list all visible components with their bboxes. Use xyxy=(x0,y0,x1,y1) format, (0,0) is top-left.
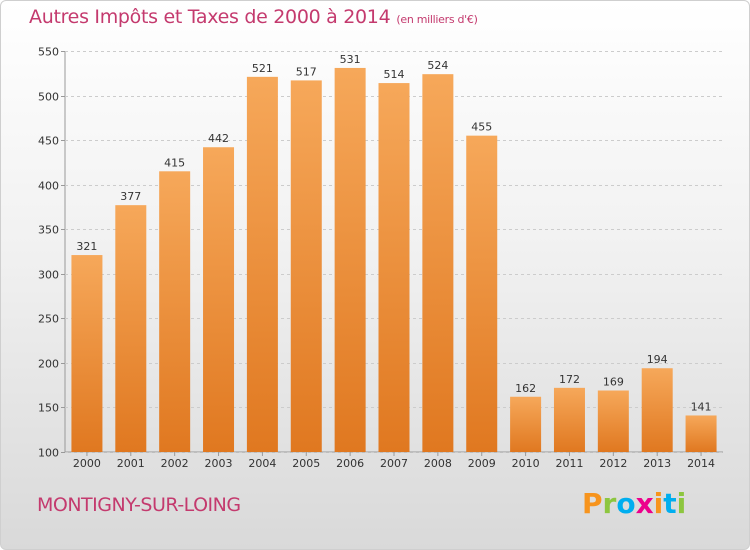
data-label-2009: 455 xyxy=(471,121,492,134)
data-label-2004: 521 xyxy=(252,62,273,75)
data-label-2008: 524 xyxy=(427,59,448,72)
x-tick-label: 2009 xyxy=(468,457,496,470)
x-tick-label: 2007 xyxy=(380,457,408,470)
y-tick-label: 100 xyxy=(38,447,59,460)
y-tick-label: 500 xyxy=(38,91,59,104)
y-tick-label: 200 xyxy=(38,358,59,371)
x-tick-label: 2008 xyxy=(424,457,452,470)
bar-2012 xyxy=(597,390,629,452)
x-tick-label: 2014 xyxy=(687,457,715,470)
bar-2013 xyxy=(641,368,673,452)
logo-letter: r xyxy=(602,487,617,520)
x-tick-label: 2003 xyxy=(205,457,233,470)
bar-2000 xyxy=(71,255,103,452)
bar-2003 xyxy=(203,147,235,453)
y-tick-label: 550 xyxy=(38,46,59,59)
bar-2007 xyxy=(378,83,410,452)
data-label-2003: 442 xyxy=(208,132,229,145)
x-tick-label: 2000 xyxy=(73,457,101,470)
logo-letter: x xyxy=(635,487,654,520)
logo-letter: o xyxy=(616,487,636,520)
logo-letter: i xyxy=(653,487,664,520)
y-tick-label: 350 xyxy=(38,224,59,237)
y-tick-label: 300 xyxy=(38,269,59,282)
bar-2014 xyxy=(685,415,717,452)
x-tick-label: 2005 xyxy=(292,457,320,470)
x-tick-label: 2012 xyxy=(599,457,627,470)
bar-2011 xyxy=(553,387,585,452)
logo-letter: P xyxy=(582,487,603,520)
logo-letter: i xyxy=(676,487,687,520)
data-label-2005: 517 xyxy=(296,65,317,78)
x-tick-label: 2013 xyxy=(643,457,671,470)
x-tick-label: 2011 xyxy=(555,457,583,470)
data-label-2010: 162 xyxy=(515,382,536,395)
town-name: MONTIGNY-SUR-LOING xyxy=(37,494,241,516)
data-label-2002: 415 xyxy=(164,156,185,169)
bar-2005 xyxy=(290,80,322,452)
data-label-2001: 377 xyxy=(120,190,141,203)
y-tick-label: 250 xyxy=(38,313,59,326)
chart-unit: (en milliers d'€) xyxy=(396,13,478,26)
bar-2004 xyxy=(246,76,278,452)
x-tick-label: 2006 xyxy=(336,457,364,470)
x-tick-label: 2004 xyxy=(248,457,276,470)
y-tick-label: 400 xyxy=(38,180,59,193)
data-label-2014: 141 xyxy=(691,400,712,413)
bar-2001 xyxy=(115,205,147,452)
chart-title: Autres Impôts et Taxes de 2000 à 2014 (en… xyxy=(29,6,478,28)
proxiti-logo: Proxiti xyxy=(582,487,686,520)
data-label-2011: 172 xyxy=(559,373,580,386)
y-tick-label: 450 xyxy=(38,135,59,148)
y-tick-label: 150 xyxy=(38,402,59,415)
bar-2008 xyxy=(422,74,454,453)
x-tick-label: 2002 xyxy=(161,457,189,470)
chart-title-text: Autres Impôts et Taxes de 2000 à 2014 xyxy=(29,6,391,28)
bar-2010 xyxy=(510,396,542,452)
x-tick-label: 2001 xyxy=(117,457,145,470)
data-label-2012: 169 xyxy=(603,376,624,389)
data-label-2000: 321 xyxy=(76,240,97,253)
logo-letter: t xyxy=(663,487,677,520)
data-label-2013: 194 xyxy=(647,353,668,366)
bar-2002 xyxy=(159,171,191,453)
data-label-2007: 514 xyxy=(384,68,405,81)
bar-2009 xyxy=(466,135,498,452)
bar-2006 xyxy=(334,67,366,452)
data-label-2006: 531 xyxy=(340,53,361,66)
x-tick-label: 2010 xyxy=(512,457,540,470)
